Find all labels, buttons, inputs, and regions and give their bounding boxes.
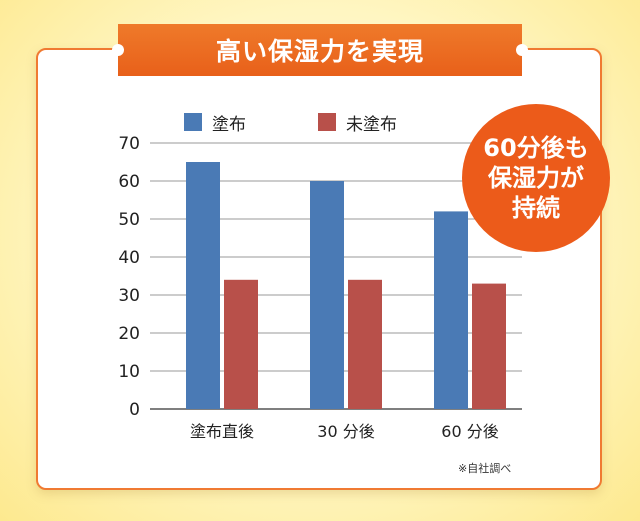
y-tick-label: 70 [118, 134, 140, 154]
y-tick-label: 20 [118, 324, 140, 344]
legend-swatch [318, 113, 336, 131]
banner-title: 高い保湿力を実現 [215, 37, 424, 66]
bar-not-applied [224, 279, 258, 409]
title-banner: 高い保湿力を実現 [112, 24, 528, 76]
x-tick-label: 30 分後 [317, 422, 374, 441]
x-tick-label: 塗布直後 [190, 422, 254, 441]
legend-label: 未塗布 [346, 114, 397, 135]
bar-applied [186, 162, 220, 409]
footnote: ※自社調べ [458, 462, 512, 475]
y-tick-label: 60 [118, 172, 140, 192]
badge-line-3: 持続 [512, 194, 560, 222]
bar-not-applied [472, 283, 506, 409]
badge-line-1: 60分後も [483, 134, 589, 162]
bar-applied [434, 211, 468, 409]
y-tick-label: 0 [129, 400, 140, 420]
bar-applied [310, 181, 344, 409]
legend-label: 塗布 [212, 114, 246, 135]
y-tick-label: 50 [118, 210, 140, 230]
x-axis-ticks: 塗布直後 30 分後 60 分後 [190, 422, 499, 441]
x-tick-label: 60 分後 [441, 422, 498, 441]
highlight-badge: 60分後も 保湿力が 持続 [462, 104, 610, 252]
y-tick-label: 40 [118, 248, 140, 268]
bars [186, 162, 506, 409]
bar-not-applied [348, 279, 382, 409]
y-axis-ticks: 0 10 20 30 40 50 60 70 [118, 134, 140, 420]
badge-line-2: 保湿力が [488, 164, 584, 192]
y-tick-label: 10 [118, 362, 140, 382]
legend-swatch [184, 113, 202, 131]
y-tick-label: 30 [118, 286, 140, 306]
legend: 塗布 未塗布 [184, 113, 397, 135]
